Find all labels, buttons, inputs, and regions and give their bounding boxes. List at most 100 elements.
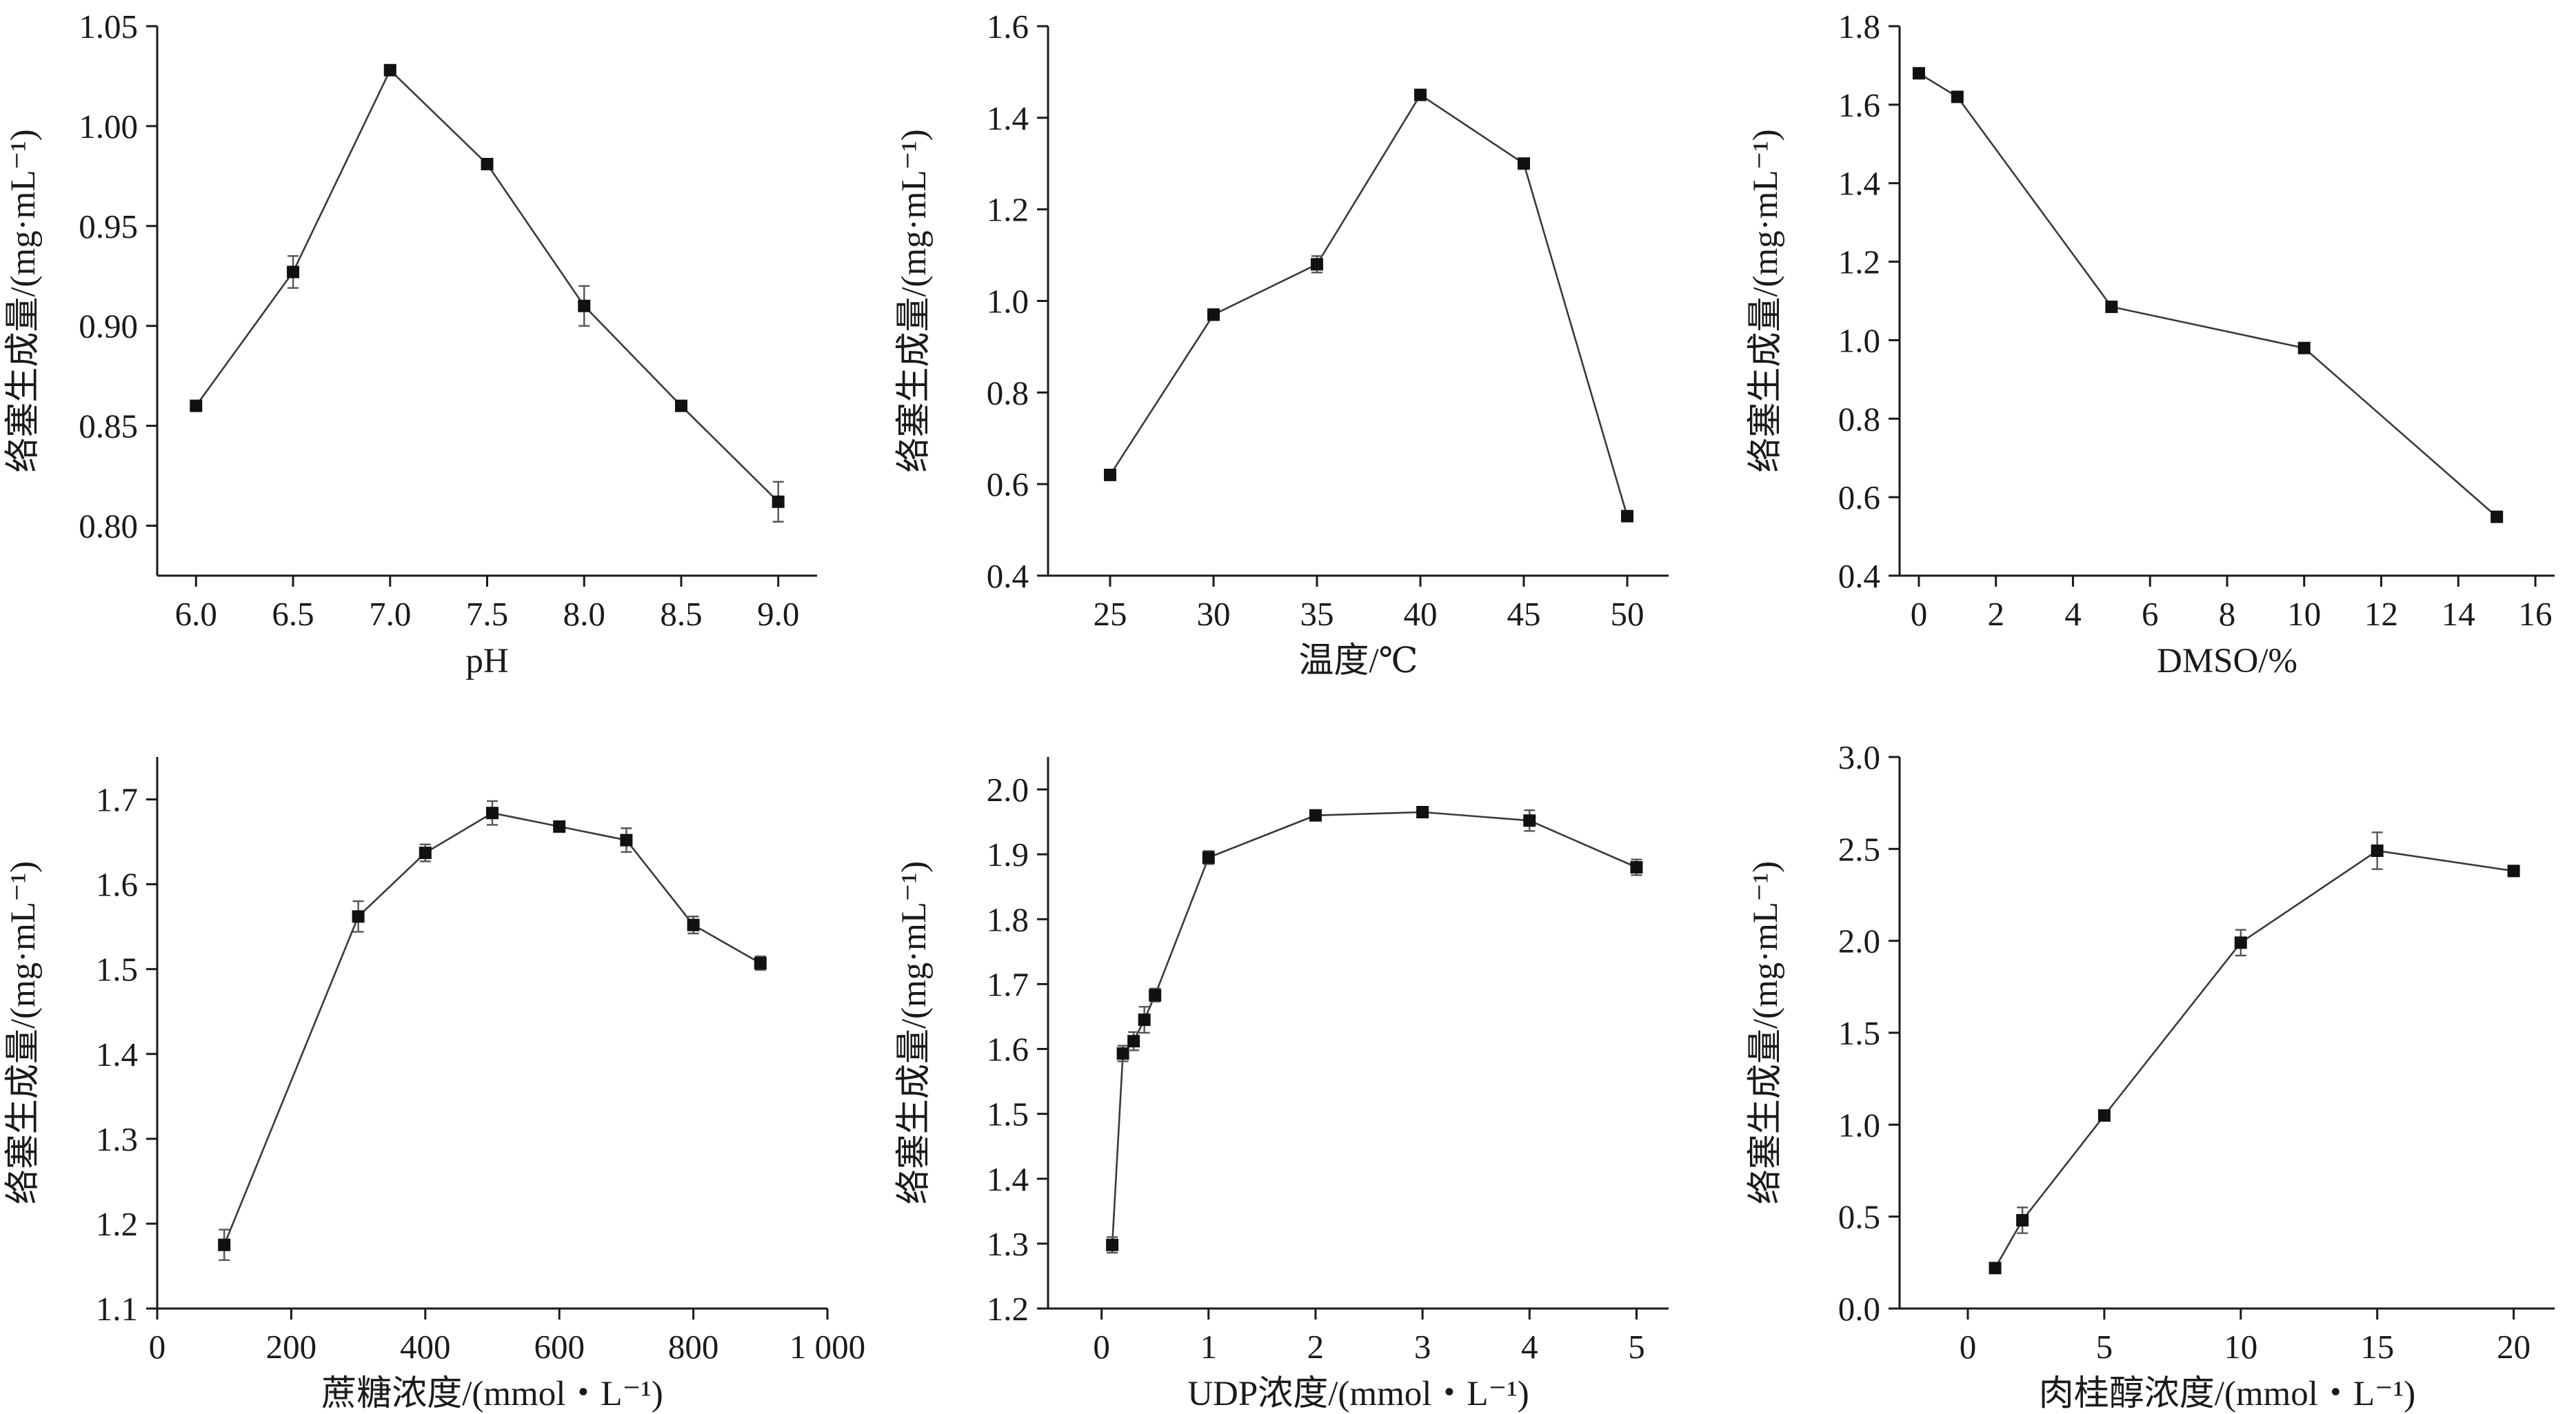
x-tick-label: 15: [2360, 1328, 2394, 1366]
x-tick-label: 10: [2287, 595, 2321, 633]
y-tick-label: 1.1: [96, 1290, 138, 1328]
data-point: [1523, 814, 1536, 827]
data-point: [1309, 809, 1322, 822]
data-point: [1311, 258, 1323, 271]
data-point: [352, 910, 365, 923]
y-tick-label: 1.2: [96, 1205, 138, 1243]
x-tick-label: 9.0: [757, 595, 799, 633]
y-tick-label: 1.4: [987, 1160, 1029, 1198]
data-point: [383, 63, 396, 77]
y-tick-label: 1.7: [96, 781, 138, 819]
x-tick-label: 14: [2442, 595, 2475, 633]
x-tick-label: 30: [1197, 595, 1231, 633]
data-point: [1116, 1047, 1129, 1060]
chart-panel: 0 5 10 15 20 0.0 0.5 1.0 1.5 2.0 2.5 3.0 肉桂醇浓度/(mmol…: [1746, 738, 2555, 1413]
x-axis-label: UDP浓度/(mmol・L⁻¹): [1187, 1375, 1529, 1413]
x-tick-label: 600: [534, 1328, 585, 1366]
x-tick-label: 2: [1307, 1328, 1325, 1366]
x-tick-label: 800: [668, 1328, 719, 1366]
data-point: [674, 399, 687, 412]
x-axis-label: 温度/℃: [1298, 642, 1418, 680]
y-tick-label: 1.2: [987, 1290, 1029, 1328]
x-tick-label: 12: [2364, 595, 2398, 633]
x-tick-label: 7.5: [466, 595, 508, 633]
x-axis-label: pH: [465, 642, 508, 680]
series-line: [223, 811, 761, 1246]
data-point: [2507, 865, 2520, 878]
x-axis-label: 蔗糖浓度/(mmol・L⁻¹): [321, 1375, 663, 1413]
y-axis-label: 络塞生成量/(mg·mL⁻¹): [894, 861, 934, 1204]
y-tick-label: 0.6: [987, 465, 1029, 503]
y-tick-label: 0.4: [1838, 557, 1880, 595]
x-tick-label: 25: [1094, 595, 1127, 633]
y-tick-label: 1.6: [96, 866, 138, 904]
x-tick-label: 0: [1093, 1328, 1110, 1366]
y-tick-label: 0.95: [79, 208, 138, 245]
y-axis-label: 络塞生成量/(mg·mL⁻¹): [3, 129, 43, 472]
data-point: [218, 1238, 231, 1251]
data-point: [1989, 1262, 2002, 1275]
x-tick-label: 10: [2224, 1328, 2257, 1366]
chart-panel: 0 1 2 3 4 5 1.2 1.3 1.4 1.5 1.6 1.7 1.8 1.9 2.0 UDP浓度/(…: [894, 757, 1669, 1413]
data-point: [1414, 88, 1427, 101]
x-tick-label: 8.0: [563, 595, 605, 633]
data-point: [2297, 341, 2311, 354]
x-tick-label: 0: [149, 1328, 166, 1366]
x-tick-label: 3: [1414, 1328, 1431, 1366]
data-point: [287, 265, 300, 279]
data-point: [754, 957, 767, 970]
y-tick-label: 2.5: [1838, 830, 1880, 868]
y-tick-label: 1.0: [987, 283, 1029, 321]
x-tick-label: 20: [2497, 1328, 2530, 1366]
y-axis-label: 络塞生成量/(mg·mL⁻¹): [894, 129, 934, 472]
data-point: [1104, 468, 1116, 481]
x-tick-label: 200: [266, 1328, 317, 1366]
y-tick-label: 1.6: [987, 1031, 1029, 1069]
y-tick-label: 1.4: [987, 99, 1029, 137]
data-point: [1202, 851, 1215, 864]
data-point: [190, 399, 203, 412]
y-tick-label: 1.4: [96, 1036, 138, 1073]
y-tick-label: 1.3: [987, 1225, 1029, 1263]
y-tick-label: 1.7: [987, 965, 1029, 1003]
y-tick-label: 1.3: [96, 1120, 138, 1158]
x-tick-label: 4: [2064, 595, 2082, 633]
y-tick-label: 1.6: [987, 8, 1029, 46]
y-tick-label: 0.5: [1838, 1198, 1880, 1236]
y-tick-label: 1.2: [1838, 243, 1880, 281]
x-tick-label: 5: [2096, 1328, 2113, 1366]
y-tick-label: 0.8: [1838, 400, 1880, 438]
data-point: [2016, 1214, 2029, 1226]
data-point: [2234, 936, 2247, 949]
data-point: [1621, 509, 1633, 523]
data-point: [1138, 1013, 1151, 1027]
y-tick-label: 1.6: [1838, 86, 1880, 124]
x-tick-label: 6.5: [272, 595, 314, 633]
data-point: [481, 157, 494, 170]
y-tick-label: 0.0: [1838, 1290, 1880, 1328]
y-tick-label: 1.5: [987, 1095, 1029, 1133]
data-point: [1106, 1238, 1119, 1251]
x-tick-label: 6: [2142, 595, 2159, 633]
x-tick-label: 0: [1911, 595, 1928, 633]
series-line: [1109, 93, 1629, 517]
data-point: [620, 834, 633, 847]
data-point: [1630, 861, 1643, 873]
y-tick-label: 1.5: [96, 951, 138, 989]
x-tick-label: 2: [1987, 595, 2004, 633]
x-tick-label: 40: [1404, 595, 1438, 633]
x-tick-label: 8: [2219, 595, 2236, 633]
series-line: [1111, 811, 1637, 1245]
y-tick-label: 0.85: [79, 407, 138, 445]
chart-panel: 0 2 4 6 8 10 12 14 16 0.4 0.6 0.8 1.0 1.2 1.4 1.6 1.8 DMS…: [1746, 8, 2555, 680]
y-tick-label: 0.8: [987, 374, 1029, 412]
x-axis-label: DMSO/%: [2157, 642, 2297, 680]
x-tick-label: 8.5: [660, 595, 702, 633]
data-point: [1149, 989, 1162, 1002]
y-tick-label: 1.00: [79, 108, 138, 145]
data-point: [1951, 90, 1964, 103]
y-tick-label: 1.4: [1838, 165, 1880, 203]
series-line: [1994, 849, 2514, 1269]
y-tick-label: 3.0: [1838, 738, 1880, 776]
data-point: [1912, 67, 1925, 80]
